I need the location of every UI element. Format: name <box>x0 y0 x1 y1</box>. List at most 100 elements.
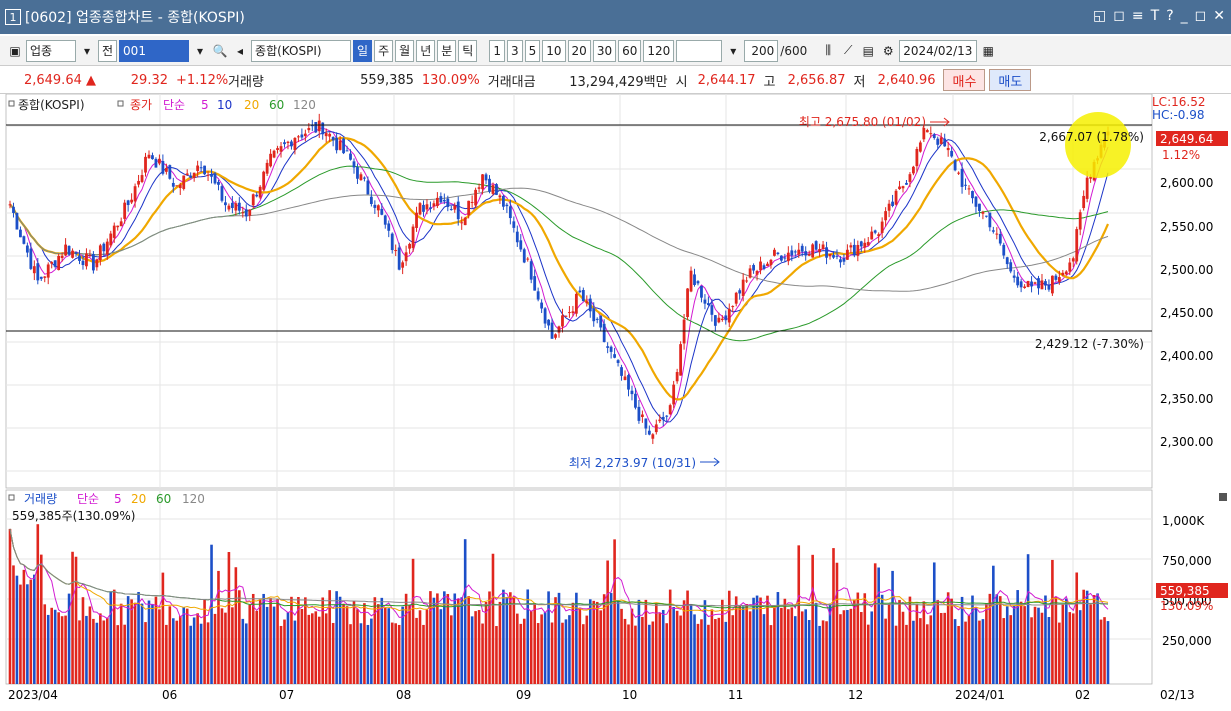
interval-3[interactable]: 3 <box>506 39 523 62</box>
gear-icon[interactable]: ⚙ <box>882 43 894 58</box>
count-total: /600 <box>780 43 808 58</box>
volume-bar <box>411 558 415 684</box>
candle-body <box>43 276 47 278</box>
speaker-icon[interactable]: ◂ <box>237 43 244 58</box>
candle-body <box>925 130 929 133</box>
candle-body <box>1005 257 1009 265</box>
candle-body <box>950 150 954 157</box>
period-minute[interactable]: 분 <box>437 39 457 62</box>
candle-body <box>151 155 154 160</box>
line-icon[interactable]: ⟋ <box>844 43 853 57</box>
volume-bar <box>57 612 60 684</box>
candle-icon[interactable]: ⫼ <box>825 43 831 57</box>
candle-body <box>258 186 262 198</box>
volume-bar <box>1019 601 1023 684</box>
period-month[interactable]: 월 <box>395 39 415 62</box>
volume-bar <box>1012 605 1016 684</box>
chevron-down-icon[interactable]: ▾ <box>730 43 737 58</box>
save-icon[interactable]: ▤ <box>862 43 874 58</box>
volume-bar <box>331 622 335 684</box>
candle-body <box>324 133 328 137</box>
maximize-icon[interactable]: ◻ <box>1194 8 1207 24</box>
candle-body <box>932 134 936 138</box>
close-icon[interactable]: ✕ <box>1213 8 1225 24</box>
volume-bar <box>345 606 349 684</box>
volume-bar <box>99 613 102 684</box>
date-input[interactable]: 2024/02/13 <box>899 39 978 62</box>
vol-legend-ma60: 60 <box>156 492 171 506</box>
chart-area[interactable]: 2,667.07 (1.78%) 2,429.12 (-7.30%) 최고 2,… <box>0 93 1231 708</box>
candle-body <box>766 263 769 267</box>
volume-bar <box>425 609 429 684</box>
candle-body <box>397 247 401 270</box>
candle-body <box>227 205 231 210</box>
candle-body <box>369 196 373 205</box>
code-input[interactable]: 001 <box>119 39 190 62</box>
candle-body <box>800 245 804 252</box>
float-icon[interactable]: ◻ <box>1113 8 1125 24</box>
minimize-icon[interactable]: _ <box>1180 8 1188 24</box>
volume-bar <box>703 600 707 684</box>
interval-120[interactable]: 120 <box>643 39 675 62</box>
legend-title[interactable]: 종합(KOSPI) <box>18 98 85 112</box>
candle-body <box>686 288 689 318</box>
volume-bar <box>324 613 328 684</box>
candle-body <box>192 172 196 178</box>
candle-body <box>581 290 585 302</box>
volume-bar <box>547 591 550 684</box>
candle-body <box>1064 271 1068 275</box>
volume-bar <box>335 591 338 684</box>
candle-body <box>1023 286 1027 288</box>
search-icon[interactable]: 🔍 <box>212 43 228 58</box>
volume-bar <box>922 601 926 684</box>
period-week[interactable]: 주 <box>374 39 394 62</box>
low-line-label: 2,429.12 (-7.30%) <box>1035 337 1144 351</box>
candle-body <box>36 263 40 281</box>
category-select[interactable]: 업종 <box>26 39 76 62</box>
candle-body <box>217 181 220 185</box>
candle-body <box>303 133 307 137</box>
chevron-down-icon[interactable]: ▾ <box>197 43 204 58</box>
interval-1[interactable]: 1 <box>489 39 505 62</box>
volume-bar <box>449 615 453 684</box>
candle-body <box>488 178 491 192</box>
buy-button[interactable]: 매수 <box>943 69 986 91</box>
volume-bar <box>1033 606 1037 684</box>
font-icon[interactable]: T <box>1150 8 1160 24</box>
volume-bar <box>168 606 172 684</box>
volume-bar <box>349 624 352 684</box>
count-input[interactable]: 200 <box>744 39 779 62</box>
chart-settings-icon[interactable]: ▣ <box>9 43 21 58</box>
interval-30[interactable]: 30 <box>592 39 617 62</box>
prev-button[interactable]: 전 <box>98 39 118 62</box>
collapse-icon[interactable] <box>1219 493 1227 501</box>
period-day[interactable]: 일 <box>353 39 373 62</box>
candle-body <box>609 346 613 352</box>
volume-bar <box>456 598 460 684</box>
candle-body <box>161 161 165 174</box>
candle-body <box>901 186 905 189</box>
volume-bar <box>505 597 509 684</box>
calendar-icon[interactable]: ▦ <box>982 43 994 58</box>
candle-body <box>251 194 255 206</box>
pin-icon[interactable]: ≡ <box>1131 8 1144 24</box>
layout-icon[interactable]: ◱ <box>1093 8 1107 24</box>
volume-bar <box>290 596 293 684</box>
candle-body <box>828 253 832 257</box>
volume-bar <box>995 594 999 684</box>
sell-button[interactable]: 매도 <box>989 69 1032 91</box>
interval-60[interactable]: 60 <box>618 39 642 62</box>
volume-bar <box>595 601 599 684</box>
help-icon[interactable]: ? <box>1166 8 1174 24</box>
interval-10[interactable]: 10 <box>542 39 566 62</box>
volume-bar <box>1005 606 1009 684</box>
interval-custom[interactable] <box>676 39 723 62</box>
period-year[interactable]: 년 <box>416 39 436 62</box>
interval-5[interactable]: 5 <box>524 39 541 62</box>
candle-body <box>244 209 248 217</box>
interval-20[interactable]: 20 <box>567 39 591 62</box>
chevron-down-icon[interactable]: ▾ <box>83 43 91 58</box>
vol-current: 559,385 <box>1160 584 1210 598</box>
period-tick[interactable]: 틱 <box>458 39 478 62</box>
candle-body <box>811 244 815 258</box>
